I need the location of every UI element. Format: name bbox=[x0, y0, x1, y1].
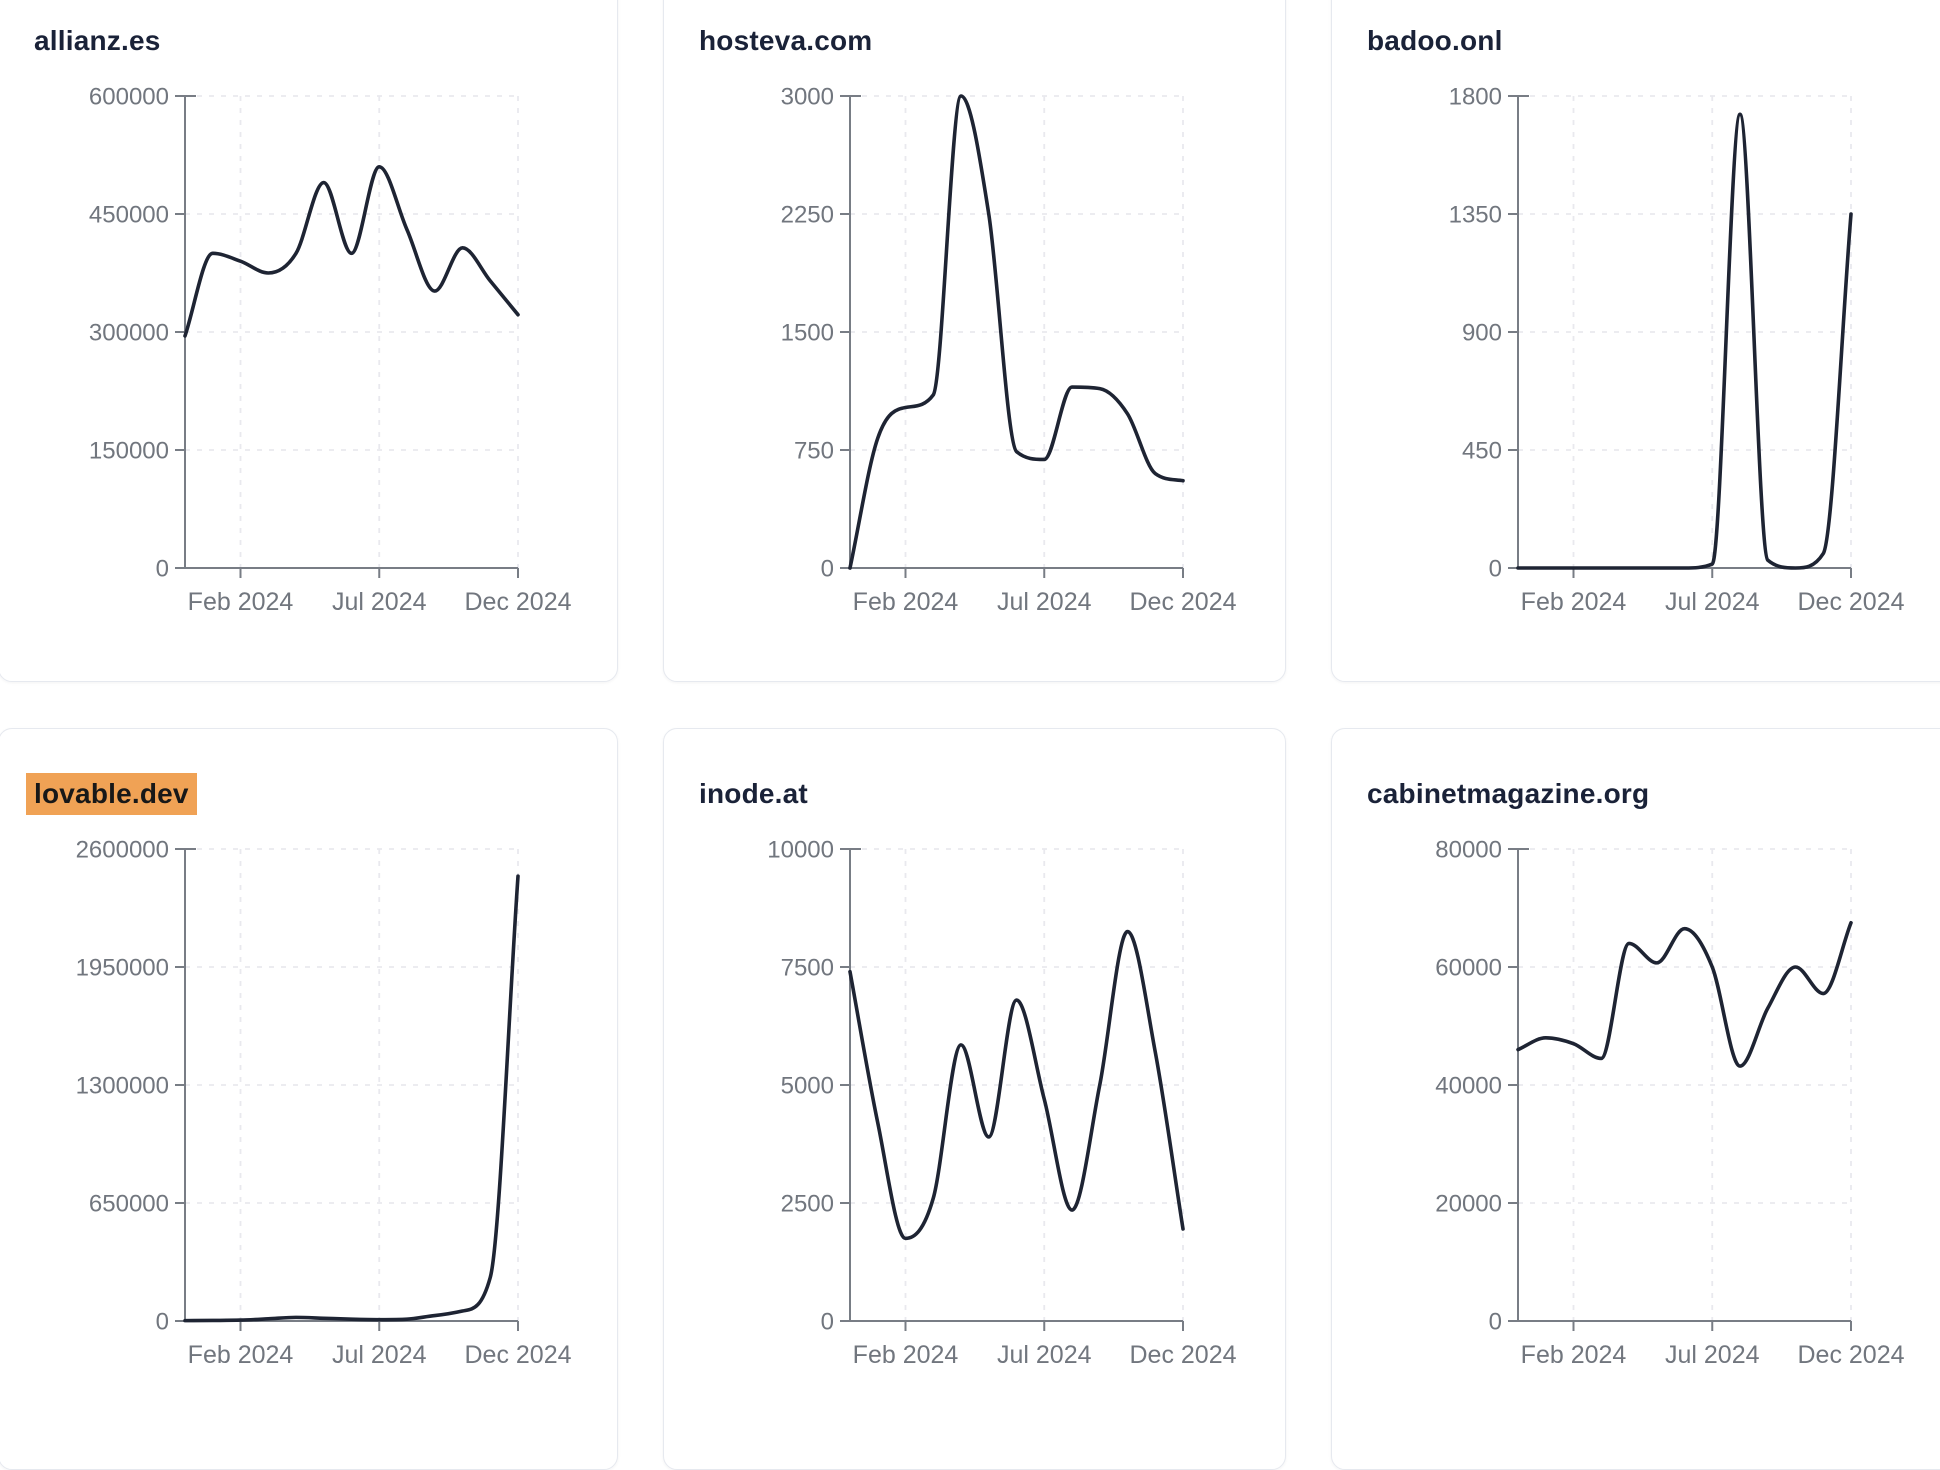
line-chart: 0 450 900 1350 1800 Feb 2024 Jul 2024 Dec 2024 bbox=[1449, 84, 1905, 617]
svg-text:1500: 1500 bbox=[781, 320, 834, 347]
svg-text:600000: 600000 bbox=[89, 84, 169, 111]
svg-text:1950000: 1950000 bbox=[76, 955, 169, 982]
domain-label: badoo.onl bbox=[1367, 25, 1503, 56]
domain-label: lovable.dev bbox=[26, 773, 197, 815]
svg-text:Dec 2024: Dec 2024 bbox=[1797, 588, 1904, 616]
svg-text:Jul 2024: Jul 2024 bbox=[997, 588, 1092, 616]
domain-label: hosteva.com bbox=[699, 25, 873, 56]
svg-text:2250: 2250 bbox=[781, 202, 834, 229]
chart-card-hosteva[interactable]: hosteva.com 0 750 1500 2250 3000 Feb 2024 Jul … bbox=[663, 0, 1286, 682]
svg-text:1300000: 1300000 bbox=[76, 1073, 169, 1100]
svg-text:0: 0 bbox=[156, 1309, 169, 1336]
svg-text:80000: 80000 bbox=[1435, 837, 1502, 864]
line-chart: 0 2500 5000 7500 10000 Feb 2024 Jul 2024 Dec 20… bbox=[767, 837, 1236, 1370]
svg-text:7500: 7500 bbox=[781, 955, 834, 982]
svg-text:Dec 2024: Dec 2024 bbox=[1129, 1341, 1236, 1369]
svg-text:Feb 2024: Feb 2024 bbox=[188, 1341, 294, 1369]
svg-text:0: 0 bbox=[821, 556, 834, 583]
svg-text:0: 0 bbox=[1489, 556, 1502, 583]
svg-text:0: 0 bbox=[1489, 1309, 1502, 1336]
chart-card-inode[interactable]: inode.at 0 2500 5000 7500 10000 Feb 2024 Jul 2… bbox=[663, 728, 1286, 1470]
svg-text:Feb 2024: Feb 2024 bbox=[1521, 1341, 1627, 1369]
svg-text:300000: 300000 bbox=[89, 320, 169, 347]
svg-text:750: 750 bbox=[794, 438, 834, 465]
svg-text:Jul 2024: Jul 2024 bbox=[332, 1341, 427, 1369]
svg-text:Dec 2024: Dec 2024 bbox=[1797, 1341, 1904, 1369]
line-chart: 0 150000 300000 450000 600000 Feb 2024 Jul 202… bbox=[89, 84, 572, 617]
domain-label: allianz.es bbox=[34, 25, 161, 56]
svg-text:20000: 20000 bbox=[1435, 1191, 1502, 1218]
line-chart: 0 650000 1300000 1950000 2600000 Feb 2024 Jul … bbox=[76, 837, 572, 1370]
svg-text:Feb 2024: Feb 2024 bbox=[853, 1341, 959, 1369]
svg-text:Dec 2024: Dec 2024 bbox=[464, 1341, 571, 1369]
line-chart: 0 20000 40000 60000 80000 Feb 2024 Jul 2024 Dec… bbox=[1435, 837, 1904, 1370]
chart-title: cabinetmagazine.org bbox=[1367, 777, 1940, 811]
svg-text:Jul 2024: Jul 2024 bbox=[997, 1341, 1092, 1369]
svg-text:5000: 5000 bbox=[781, 1073, 834, 1100]
chart-card-allianz[interactable]: allianz.es 0 150000 300000 450000 600000 Feb … bbox=[0, 0, 618, 682]
chart-card-cabinetmagazine[interactable]: cabinetmagazine.org 0 20000 40000 60000 8000… bbox=[1331, 728, 1940, 1470]
svg-text:0: 0 bbox=[156, 556, 169, 583]
svg-text:2500: 2500 bbox=[781, 1191, 834, 1218]
svg-text:10000: 10000 bbox=[767, 837, 834, 864]
svg-text:Feb 2024: Feb 2024 bbox=[188, 588, 294, 616]
chart-title: hosteva.com bbox=[699, 24, 1285, 58]
chart-title: badoo.onl bbox=[1367, 24, 1940, 58]
chart-card-lovable[interactable]: lovable.dev 0 650000 1300000 1950000 2600000… bbox=[0, 728, 618, 1470]
svg-text:650000: 650000 bbox=[89, 1191, 169, 1218]
svg-text:Dec 2024: Dec 2024 bbox=[1129, 588, 1236, 616]
chart-card-badoo[interactable]: badoo.onl 0 450 900 1350 1800 Feb 2024 Jul 202… bbox=[1331, 0, 1940, 682]
svg-text:40000: 40000 bbox=[1435, 1073, 1502, 1100]
chart-title: lovable.dev bbox=[26, 773, 617, 815]
svg-text:1800: 1800 bbox=[1449, 84, 1502, 111]
svg-text:Jul 2024: Jul 2024 bbox=[1665, 1341, 1760, 1369]
svg-text:Dec 2024: Dec 2024 bbox=[464, 588, 571, 616]
svg-text:0: 0 bbox=[821, 1309, 834, 1336]
svg-text:450000: 450000 bbox=[89, 202, 169, 229]
svg-text:3000: 3000 bbox=[781, 84, 834, 111]
domain-label: cabinetmagazine.org bbox=[1367, 778, 1650, 809]
svg-text:60000: 60000 bbox=[1435, 955, 1502, 982]
svg-text:2600000: 2600000 bbox=[76, 837, 169, 864]
svg-text:450: 450 bbox=[1462, 438, 1502, 465]
svg-text:150000: 150000 bbox=[89, 438, 169, 465]
chart-title: inode.at bbox=[699, 777, 1285, 811]
svg-text:Jul 2024: Jul 2024 bbox=[1665, 588, 1760, 616]
chart-title: allianz.es bbox=[34, 24, 617, 58]
svg-text:Feb 2024: Feb 2024 bbox=[853, 588, 959, 616]
svg-text:900: 900 bbox=[1462, 320, 1502, 347]
svg-text:1350: 1350 bbox=[1449, 202, 1502, 229]
svg-text:Jul 2024: Jul 2024 bbox=[332, 588, 427, 616]
domain-label: inode.at bbox=[699, 778, 808, 809]
svg-text:Feb 2024: Feb 2024 bbox=[1521, 588, 1627, 616]
line-chart: 0 750 1500 2250 3000 Feb 2024 Jul 2024 Dec 2024 bbox=[781, 84, 1237, 617]
